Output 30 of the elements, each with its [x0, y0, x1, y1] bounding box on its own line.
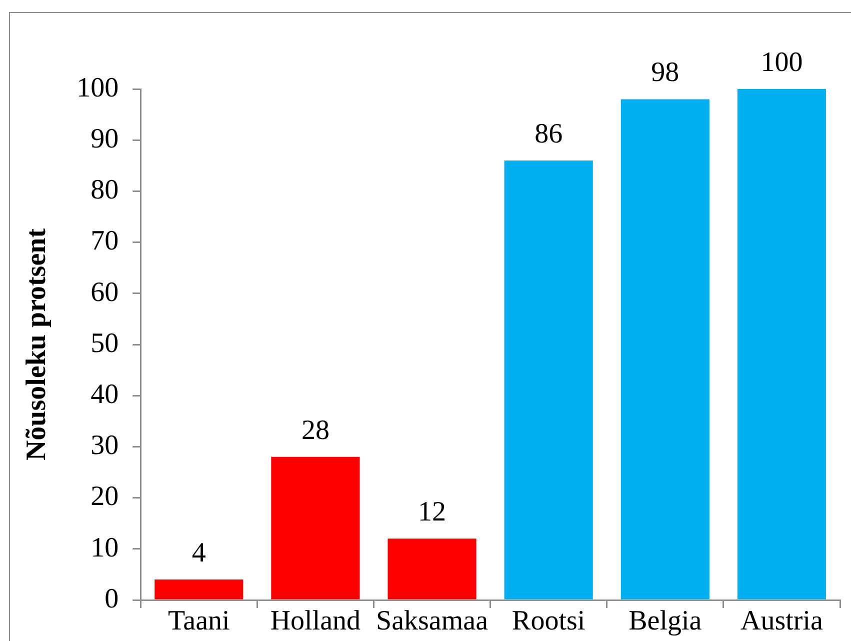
bar — [737, 89, 826, 600]
y-tick-label: 30 — [90, 430, 119, 462]
x-tick-label: Saksamaa — [376, 605, 489, 636]
y-tick-label: 70 — [90, 226, 119, 257]
data-label: 12 — [418, 496, 446, 528]
data-label: 100 — [760, 47, 803, 78]
x-tick-label: Taani — [168, 605, 230, 636]
data-label: 4 — [192, 538, 206, 569]
y-tick-label: 0 — [104, 583, 119, 614]
x-tick-label: Belgia — [628, 605, 702, 636]
y-tick-label: 50 — [90, 328, 119, 359]
y-axis-title: Nõusoleku protsent — [21, 228, 52, 461]
bar — [388, 538, 476, 600]
bar — [620, 99, 710, 600]
y-tick-label: 90 — [90, 123, 119, 154]
y-tick-label: 40 — [90, 378, 119, 410]
y-tick-label: 20 — [90, 481, 119, 512]
bar — [504, 160, 593, 600]
x-tick-label: Holland — [270, 605, 361, 636]
y-tick-label: 10 — [90, 532, 119, 564]
data-label: 86 — [534, 118, 563, 150]
bar — [271, 456, 360, 600]
x-tick-label: Rootsi — [512, 605, 586, 636]
y-tick-label: 60 — [90, 276, 119, 308]
bar — [154, 580, 244, 600]
data-label: 28 — [301, 414, 330, 446]
data-label: 98 — [651, 57, 680, 88]
y-tick-label: 100 — [76, 72, 119, 104]
y-tick-label: 80 — [90, 174, 119, 206]
x-tick-label: Austria — [740, 605, 824, 636]
